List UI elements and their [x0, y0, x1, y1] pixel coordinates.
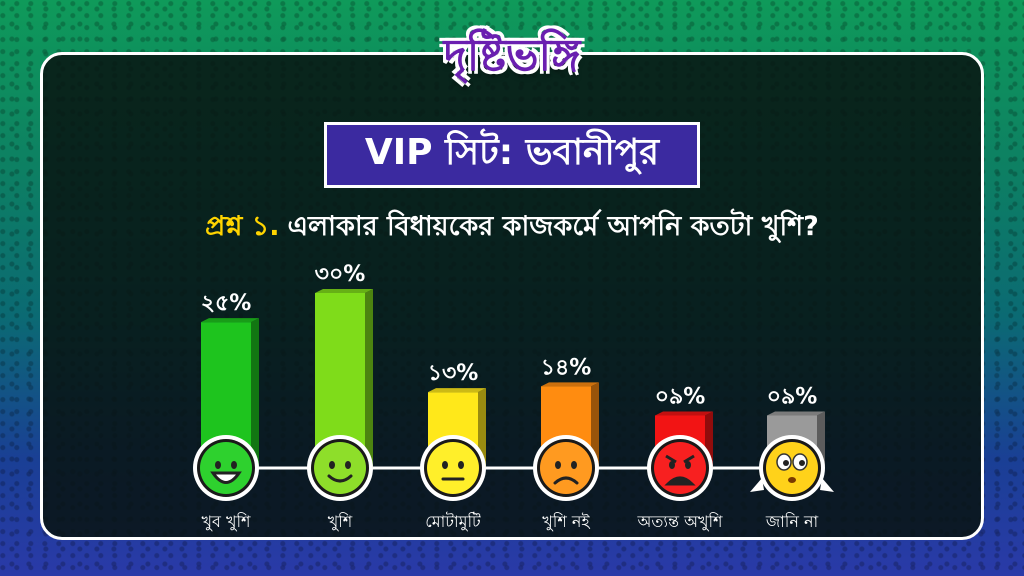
eye-left	[442, 461, 448, 469]
bar-top-1	[201, 318, 259, 323]
hand-right	[820, 478, 834, 492]
mouth	[327, 474, 353, 483]
brand-logo: দৃষ্টিভঙ্গি	[443, 30, 581, 81]
bar-top-2	[315, 289, 373, 293]
category-label-6: জানি না	[765, 512, 819, 531]
question: প্রশ্ন ১. এলাকার বিধায়কের কাজকর্মে আপনি …	[0, 206, 1024, 251]
face-fill	[200, 442, 252, 494]
eye-left	[215, 461, 221, 469]
brow-right	[683, 454, 695, 464]
brow-left	[665, 454, 677, 464]
eye-right	[458, 461, 464, 469]
eye-right	[571, 461, 577, 469]
category-label-5: অত্যন্ত অখুশি	[636, 512, 723, 531]
page-title: VIP সিট: ভবানীপুর	[324, 122, 700, 188]
pupil-right	[799, 460, 805, 466]
mouth	[788, 477, 796, 483]
eye-right	[685, 461, 691, 469]
pupil-left	[783, 460, 789, 466]
bar-top-6	[767, 411, 825, 416]
face-fill	[766, 442, 818, 494]
eye-left	[669, 461, 675, 469]
category-label-4: খুশি নই	[542, 512, 590, 531]
eye-right	[231, 461, 237, 469]
value-label-4: ১৪%	[541, 355, 592, 380]
value-label-2: ৩০%	[315, 262, 366, 287]
category-label-2: খুশি	[328, 512, 353, 531]
bar-top-3	[428, 388, 486, 393]
category-label-3: মোটামুটি	[425, 512, 481, 531]
angry-face-icon	[647, 435, 713, 501]
mouth	[210, 471, 242, 484]
eye-left	[329, 461, 335, 469]
mouth	[553, 476, 579, 485]
bar-top-5	[655, 411, 713, 416]
question-text: এলাকার বিধায়কের কাজকর্মে আপনি কতটা খুশি…	[287, 211, 819, 242]
bar-top-4	[541, 382, 599, 387]
bar-side-4	[591, 382, 599, 468]
question-number: প্রশ্ন ১.	[205, 211, 280, 242]
sad-face-icon	[533, 435, 599, 501]
mouth	[664, 476, 696, 486]
happy-face-icon	[307, 435, 373, 501]
value-label-1: ২৫%	[201, 291, 252, 316]
face-fill	[314, 442, 366, 494]
value-label-5: ০৯%	[655, 385, 706, 410]
neutral-face-icon	[420, 435, 486, 501]
bar-side-3	[478, 388, 486, 468]
category-label-1: খুব খুশি	[201, 512, 251, 531]
face-fill	[540, 442, 592, 494]
eye-left	[555, 461, 561, 469]
very-happy-face-icon	[193, 435, 259, 501]
bar-side-2	[365, 289, 373, 468]
face-fill	[654, 442, 706, 494]
value-label-3: ১৩%	[428, 361, 479, 386]
eye-right	[345, 461, 351, 469]
face-fill	[427, 442, 479, 494]
value-label-6: ০৯%	[767, 385, 818, 410]
bar-side-1	[251, 318, 259, 468]
hand-left	[750, 478, 764, 492]
confused-face-icon	[750, 435, 834, 501]
